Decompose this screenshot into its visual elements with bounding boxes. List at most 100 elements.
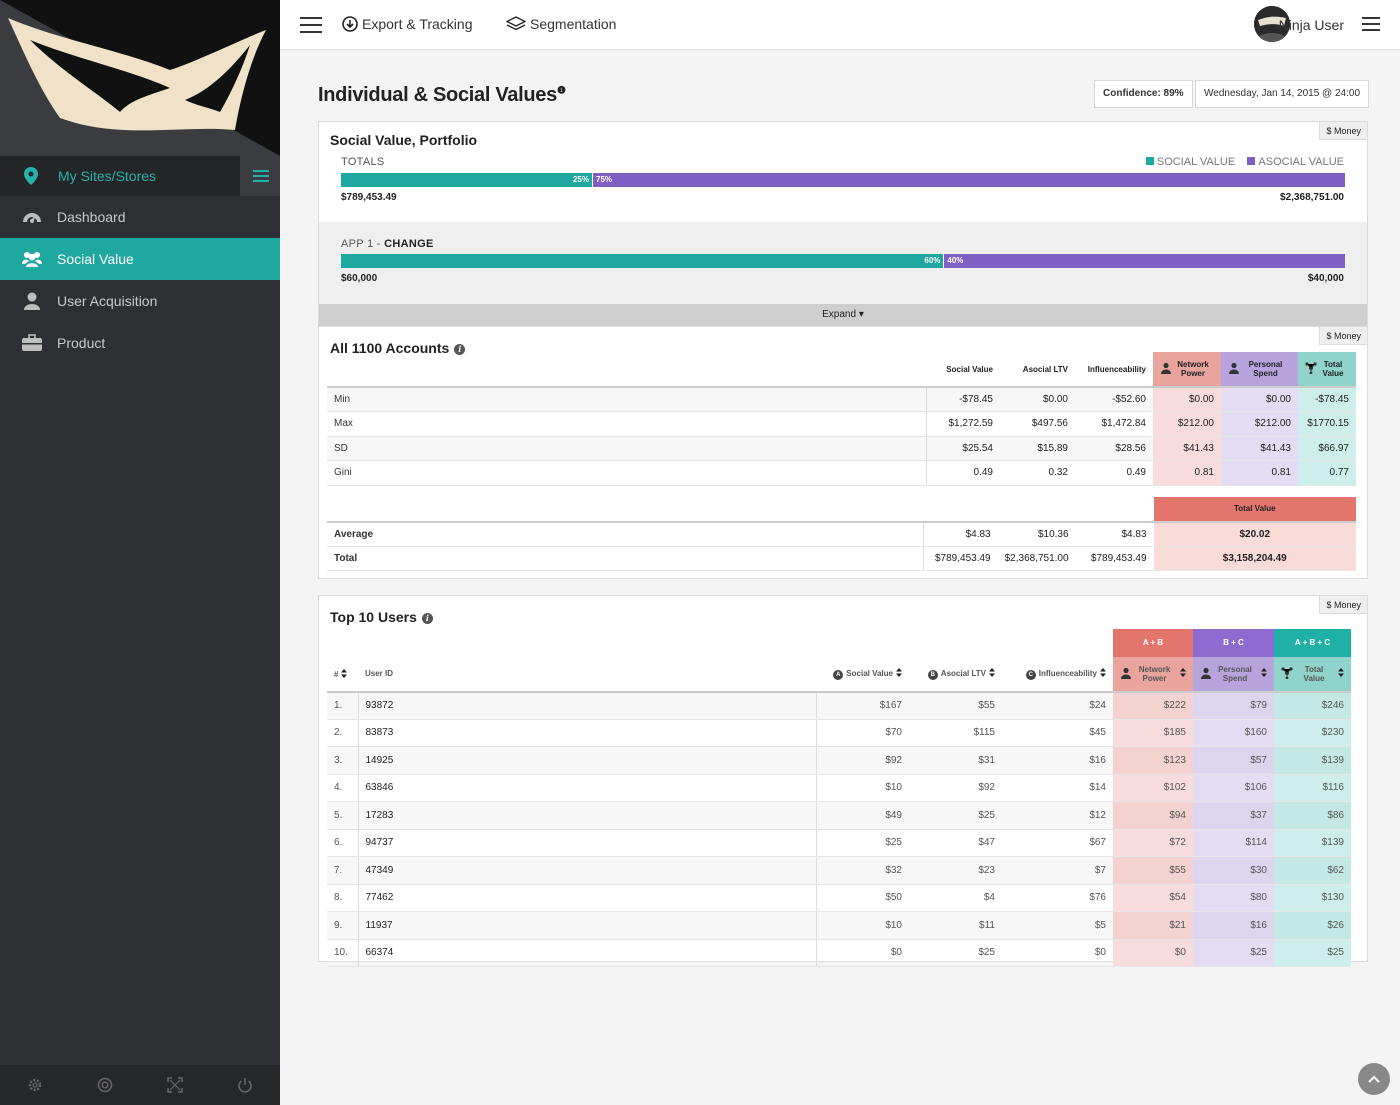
portfolio-panel: $ Money Social Value, Portfolio TOTALS S… bbox=[318, 121, 1368, 326]
table-row[interactable]: 5. 17283 $49 $25 $12 $94 $37 $86 bbox=[327, 801, 1351, 830]
cell-social-value: $10 bbox=[816, 774, 909, 802]
top-users-panel: $ Money Top 10 Users i A + B B + C A + B … bbox=[318, 595, 1368, 967]
date-selector[interactable]: Wednesday, Jan 14, 2015 @ 24:00 bbox=[1195, 80, 1370, 108]
cell-rank: 5. bbox=[327, 801, 359, 830]
network-icon bbox=[1305, 362, 1317, 374]
col-network-power[interactable]: Network Power bbox=[1113, 656, 1193, 693]
row-label: Average bbox=[327, 521, 925, 547]
money-unit-toggle[interactable]: $ Money bbox=[1319, 596, 1367, 614]
table-row[interactable]: 2. 83873 $70 $115 $45 $185 $160 $230 bbox=[327, 719, 1351, 747]
cell-asocial-ltv: $92 bbox=[909, 774, 1002, 802]
col-personal-spend[interactable]: Personal Spend bbox=[1221, 352, 1298, 388]
user-name[interactable]: Ninja User bbox=[1278, 17, 1344, 33]
col-social-value[interactable]: A Social Value bbox=[816, 656, 909, 693]
group-a-b-c: A + B + C bbox=[1274, 629, 1351, 657]
cell-asocial-ltv: $0.00 bbox=[1000, 387, 1075, 412]
col-asocial-ltv[interactable]: B Asocial LTV bbox=[909, 656, 1002, 693]
cell-total-value: $139 bbox=[1274, 746, 1351, 775]
accounts-summary-table: Total Value Average $4.83 $10.36 $4.83 $20.0… bbox=[327, 497, 1356, 571]
user-menu-button[interactable] bbox=[1362, 17, 1380, 31]
totals-asocial-value: $2,368,751.00 bbox=[1280, 192, 1344, 203]
cell-user-id: 63846 bbox=[358, 774, 817, 802]
cell-influenceability: -$52.60 bbox=[1075, 387, 1153, 412]
table-row[interactable]: 9. 11937 $10 $11 $5 $21 $16 $26 bbox=[327, 911, 1351, 940]
cell-social-value: $167 bbox=[816, 691, 909, 720]
cell-social-value: -$78.45 bbox=[926, 387, 1000, 412]
cell-personal-spend: $114 bbox=[1193, 829, 1274, 857]
power-icon[interactable] bbox=[237, 1077, 253, 1093]
users-icon bbox=[22, 252, 42, 267]
info-icon[interactable]: i bbox=[454, 344, 466, 355]
cell-influenceability: $12 bbox=[1002, 801, 1113, 830]
scroll-to-top-button[interactable] bbox=[1358, 1063, 1390, 1095]
col-social-value[interactable]: Social Value bbox=[926, 352, 1000, 388]
table-row[interactable]: 3. 14925 $92 $31 $16 $123 $57 $139 bbox=[327, 746, 1351, 775]
expand-icon[interactable] bbox=[167, 1077, 183, 1093]
cell-total-value: $62 bbox=[1274, 856, 1351, 885]
money-unit-toggle[interactable]: $ Money bbox=[1319, 327, 1367, 345]
cell-asocial-ltv: $115 bbox=[909, 719, 1002, 747]
table-header-row: Social Value Asocial LTV Influenceabilit… bbox=[327, 352, 1356, 388]
cell-user-id: 11937 bbox=[358, 911, 817, 940]
info-icon[interactable]: ❶ bbox=[556, 85, 566, 97]
sidebar: My Sites/Stores Dashboard Social Value U… bbox=[0, 0, 280, 1105]
sort-icon bbox=[341, 668, 348, 678]
table-row[interactable]: 6. 94737 $25 $47 $67 $72 $114 $139 bbox=[327, 829, 1351, 857]
col-network-power[interactable]: Network Power bbox=[1153, 352, 1221, 388]
table-row: SD $25.54 $15.89 $28.56 $41.43 $41.43 $66.97 bbox=[327, 436, 1356, 461]
cell-network-power: $21 bbox=[1113, 911, 1193, 940]
main-menu-button[interactable] bbox=[300, 17, 322, 33]
sidebar-item-social-value[interactable]: Social Value bbox=[0, 238, 280, 280]
cell-network-power: $0 bbox=[1113, 939, 1193, 967]
money-unit-toggle[interactable]: $ Money bbox=[1319, 122, 1367, 140]
row-label: SD bbox=[327, 436, 927, 461]
row-label: Min bbox=[327, 387, 927, 412]
totals-asocial-segment: 75% bbox=[592, 173, 1345, 187]
col-user-id[interactable]: User ID bbox=[358, 656, 816, 693]
col-asocial-ltv[interactable]: Asocial LTV bbox=[1000, 352, 1075, 388]
sites-menu-button[interactable] bbox=[240, 156, 280, 196]
cell-personal-spend: $79 bbox=[1193, 691, 1274, 720]
export-tracking-link[interactable]: Export & Tracking bbox=[342, 16, 473, 32]
cell-network-power: $102 bbox=[1113, 774, 1193, 802]
sites-selector[interactable]: My Sites/Stores bbox=[0, 156, 280, 196]
confidence-badge: Confidence: 89% bbox=[1094, 80, 1193, 108]
cell-influenceability: $789,453.49 bbox=[1075, 546, 1154, 571]
cell-personal-spend: $57 bbox=[1193, 746, 1274, 775]
sidebar-item-product[interactable]: Product bbox=[0, 322, 280, 364]
cell-social-value: $789,453.49 bbox=[923, 546, 998, 571]
letter-b-icon: B bbox=[927, 669, 938, 680]
sidebar-item-user-acquisition[interactable]: User Acquisition bbox=[0, 280, 280, 322]
letter-a-icon: A bbox=[833, 669, 844, 680]
col-influenceability[interactable]: C Influenceability bbox=[1002, 656, 1113, 693]
cell-influenceability: $4.83 bbox=[1075, 521, 1154, 547]
cell-user-id: 93872 bbox=[358, 691, 817, 720]
brand-logo[interactable] bbox=[0, 0, 280, 156]
cell-influenceability: $24 bbox=[1002, 691, 1113, 720]
lifebuoy-icon[interactable] bbox=[97, 1077, 113, 1093]
segmentation-link[interactable]: Segmentation bbox=[505, 16, 616, 32]
table-row[interactable]: 10. 66374 $0 $25 $0 $0 $25 $25 bbox=[327, 939, 1351, 967]
dashboard-icon bbox=[23, 213, 41, 223]
col-rank[interactable]: # bbox=[327, 656, 358, 693]
col-total-value[interactable]: Total Value bbox=[1298, 352, 1356, 388]
cell-personal-spend: $160 bbox=[1193, 719, 1274, 747]
cell-asocial-ltv: 0.32 bbox=[1000, 460, 1075, 486]
summary-total-value-header: Total Value bbox=[1153, 497, 1356, 523]
sidebar-item-dashboard[interactable]: Dashboard bbox=[0, 196, 280, 238]
sort-icon bbox=[1338, 667, 1344, 677]
row-label: Gini bbox=[327, 460, 927, 486]
cell-total-value: $66.97 bbox=[1298, 436, 1356, 461]
col-influenceability[interactable]: Influenceability bbox=[1075, 352, 1153, 388]
table-row[interactable]: 4. 63846 $10 $92 $14 $102 $106 $116 bbox=[327, 774, 1351, 802]
table-row[interactable]: 8. 77462 $50 $4 $76 $54 $80 $130 bbox=[327, 884, 1351, 912]
col-personal-spend[interactable]: Personal Spend bbox=[1193, 656, 1274, 693]
table-row: Gini 0.49 0.32 0.49 0.81 0.81 0.77 bbox=[327, 460, 1356, 486]
info-icon[interactable]: i bbox=[421, 613, 433, 624]
col-total-value[interactable]: Total Value bbox=[1274, 656, 1351, 693]
table-row[interactable]: 7. 47349 $32 $23 $7 $55 $30 $62 bbox=[327, 856, 1351, 885]
cell-total-value: $25 bbox=[1274, 939, 1351, 967]
table-row[interactable]: 1. 93872 $167 $55 $24 $222 $79 $246 bbox=[327, 691, 1351, 720]
expand-button[interactable]: Expand ▾ bbox=[319, 304, 1367, 326]
gear-icon[interactable] bbox=[27, 1077, 43, 1093]
